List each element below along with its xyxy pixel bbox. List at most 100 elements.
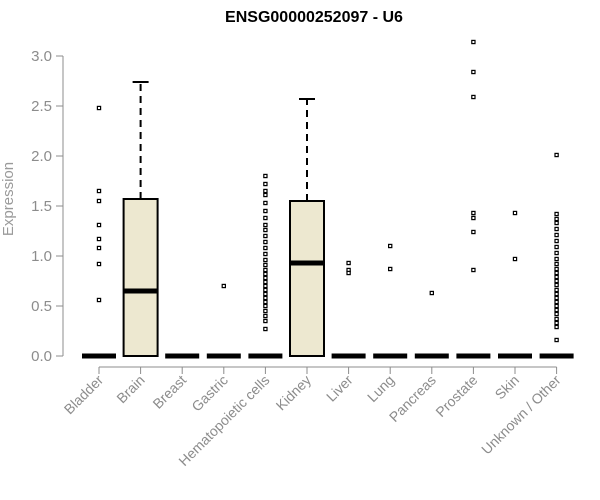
outlier-point (554, 216, 559, 222)
x-tick-label: Liver (323, 372, 356, 405)
outlier-point (263, 222, 268, 228)
outlier-point (388, 243, 393, 249)
outlier-point (554, 256, 559, 262)
x-tick-label: Breast (149, 372, 189, 412)
outlier-point (554, 287, 559, 293)
outlier-point (263, 239, 268, 245)
box-kidney (289, 98, 325, 357)
outlier-point (263, 279, 268, 285)
box-hematopoietic-cells (248, 173, 283, 359)
x-tick-label: Skin (492, 372, 523, 403)
outlier-point (554, 282, 559, 288)
outlier-point (96, 105, 102, 111)
outlier-point (263, 271, 268, 277)
outlier-point (554, 250, 559, 256)
outlier-point (554, 220, 559, 226)
y-tick-label: 2.5 (31, 98, 52, 115)
outlier-point (554, 311, 559, 317)
outlier-point (263, 283, 268, 289)
x-tick-label: Brain (113, 372, 147, 406)
outlier-point (263, 192, 268, 198)
outlier-point (471, 210, 476, 216)
outlier-point (263, 313, 268, 319)
outlier-point (346, 270, 351, 276)
outlier-point (96, 198, 102, 204)
y-axis-label: Expression (0, 162, 17, 236)
outlier-point (554, 299, 559, 305)
y-tick-label: 0.5 (31, 298, 52, 315)
outlier-point (263, 181, 268, 187)
x-tick-label: Bladder (61, 372, 107, 418)
outlier-point (263, 208, 268, 214)
outlier-point (554, 266, 559, 272)
outlier-point (96, 222, 102, 228)
box-iqr (289, 200, 325, 357)
box-skin (498, 210, 532, 359)
outlier-point (263, 326, 268, 332)
outlier-point (346, 260, 351, 266)
outlier-point (263, 227, 268, 233)
box-bladder (82, 105, 116, 359)
outlier-point (554, 270, 559, 276)
outlier-point (554, 152, 559, 158)
outlier-point (471, 215, 476, 221)
outlier-point (263, 251, 268, 257)
outlier-point (554, 320, 559, 326)
outlier-point (96, 261, 102, 267)
y-tick-label: 1.0 (31, 248, 52, 265)
box-unknown-other (539, 152, 574, 359)
outlier-point (263, 173, 268, 179)
outlier-point (554, 232, 559, 238)
outlier-point (554, 278, 559, 284)
outlier-point (554, 226, 559, 232)
outlier-point (221, 283, 226, 289)
y-tick-label: 1.5 (31, 198, 52, 215)
outlier-point (263, 245, 268, 251)
outlier-point (554, 238, 559, 244)
outlier-point (263, 200, 268, 206)
box-prostate (456, 39, 491, 359)
outlier-point (96, 245, 102, 251)
x-tick-label: Kidney (273, 372, 315, 414)
x-tick-label: Unknown / Other (478, 372, 564, 458)
plot-area (82, 39, 574, 359)
outlier-point (263, 295, 268, 301)
outlier-point (388, 266, 393, 272)
outlier-point (512, 256, 518, 262)
outlier-point (263, 262, 268, 268)
outlier-point (96, 188, 102, 194)
outlier-point (554, 303, 559, 309)
outlier-point (96, 297, 102, 303)
outlier-point (554, 261, 559, 267)
box-iqr (122, 198, 159, 357)
box-liver (331, 260, 366, 359)
box-lung (373, 243, 408, 359)
y-tick-label: 3.0 (31, 48, 52, 65)
outlier-point (554, 291, 559, 297)
x-tick-label: Lung (364, 372, 397, 405)
box-brain (122, 81, 159, 357)
outlier-point (263, 257, 268, 263)
outlier-point (471, 229, 476, 235)
outlier-point (471, 39, 476, 45)
outlier-point (554, 244, 559, 250)
outlier-point (471, 267, 476, 273)
y-tick-label: 0.0 (31, 348, 52, 365)
outlier-point (429, 290, 435, 296)
outlier-point (263, 188, 268, 194)
box-gastric (206, 283, 241, 359)
outlier-point (263, 291, 268, 297)
outlier-point (512, 210, 518, 216)
outlier-point (554, 211, 559, 217)
x-tick-label: Prostate (432, 372, 480, 420)
outlier-point (96, 236, 102, 242)
outlier-point (471, 69, 476, 75)
box-pancreas (414, 290, 449, 359)
outlier-point (554, 324, 559, 330)
outlier-point (263, 287, 268, 293)
outlier-point (263, 233, 268, 239)
y-tick-label: 2.0 (31, 148, 52, 165)
outlier-point (554, 274, 559, 280)
outlier-point (263, 303, 268, 309)
